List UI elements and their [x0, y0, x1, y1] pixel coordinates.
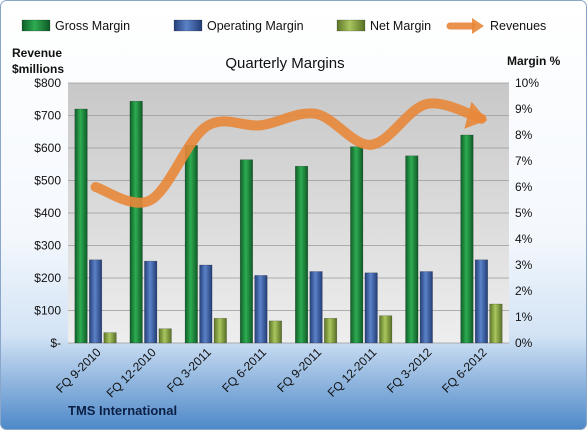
y-right-tick-label: 4%: [515, 232, 533, 246]
legend-label-operating-margin: Operating Margin: [207, 19, 304, 33]
y-left-tick-label: $500: [34, 174, 61, 188]
source-label: TMS International: [68, 403, 177, 418]
bar-operating-margin-6: [419, 271, 433, 344]
y-left-tick-label: $400: [34, 206, 61, 220]
bar-net-margin-0: [103, 332, 117, 344]
legend-swatch-arrowhead: [472, 18, 484, 34]
y-right-tick-label: 9%: [515, 102, 533, 116]
y-right-label: Margin %: [507, 54, 561, 68]
bar-net-margin-7: [489, 303, 503, 344]
bar-operating-margin-1: [144, 260, 158, 344]
legend-label-gross-margin: Gross Margin: [55, 19, 130, 33]
revenues-line: [90, 98, 487, 208]
bar-net-margin-1: [158, 328, 172, 344]
revenues-arrowhead: [464, 101, 488, 129]
y-left-tick-label: $700: [34, 109, 61, 123]
legend-swatch-gross-margin: [21, 19, 51, 32]
bar-gross-margin-6: [405, 155, 419, 344]
bar-net-margin-4: [324, 318, 338, 344]
bar-net-margin-3: [268, 320, 282, 344]
legend-label-net-margin: Net Margin: [370, 19, 431, 33]
y-left-label-line1: Revenue: [12, 46, 62, 60]
y-right-tick-label: 7%: [515, 154, 533, 168]
bar-operating-margin-0: [89, 259, 103, 344]
y-right-tick-label: 10%: [515, 76, 539, 90]
bar-operating-margin-5: [364, 272, 378, 344]
y-left-tick-label: $100: [34, 304, 61, 318]
y-right-tick-label: 5%: [515, 206, 533, 220]
y-right-tick-label: 0%: [515, 336, 533, 350]
y-left-tick-label: $300: [34, 239, 61, 253]
y-right-tick-label: 8%: [515, 128, 533, 142]
bar-net-margin-5: [379, 315, 393, 344]
y-left-tick-label: $800: [34, 76, 61, 90]
y-right-tick-label: 3%: [515, 258, 533, 272]
y-right-tick-label: 6%: [515, 180, 533, 194]
y-left-tick-label: $600: [34, 141, 61, 155]
bar-gross-margin-3: [239, 159, 253, 344]
bar-operating-margin-7: [474, 259, 488, 344]
y-right-tick-label: 2%: [515, 284, 533, 298]
bar-gross-margin-1: [129, 100, 143, 344]
bar-gross-margin-5: [350, 146, 364, 344]
legend-label-revenues: Revenues: [490, 19, 546, 33]
bar-operating-margin-2: [199, 264, 213, 344]
y-left-tick-label: $-: [50, 336, 61, 350]
bar-operating-margin-4: [309, 271, 323, 344]
bar-operating-margin-3: [254, 275, 268, 344]
legend-swatch-operating-margin: [173, 19, 203, 32]
legend-swatch-net-margin: [336, 19, 366, 32]
y-left-tick-label: $200: [34, 271, 61, 285]
bar-net-margin-2: [213, 318, 227, 344]
bar-gross-margin-7: [460, 134, 474, 344]
bar-gross-margin-4: [295, 165, 309, 344]
y-left-label-line2: $millions: [12, 62, 64, 76]
chart-title: Quarterly Margins: [225, 55, 344, 72]
y-right-tick-label: 1%: [515, 310, 533, 324]
bar-gross-margin-0: [74, 108, 88, 344]
bar-gross-margin-2: [184, 145, 198, 344]
